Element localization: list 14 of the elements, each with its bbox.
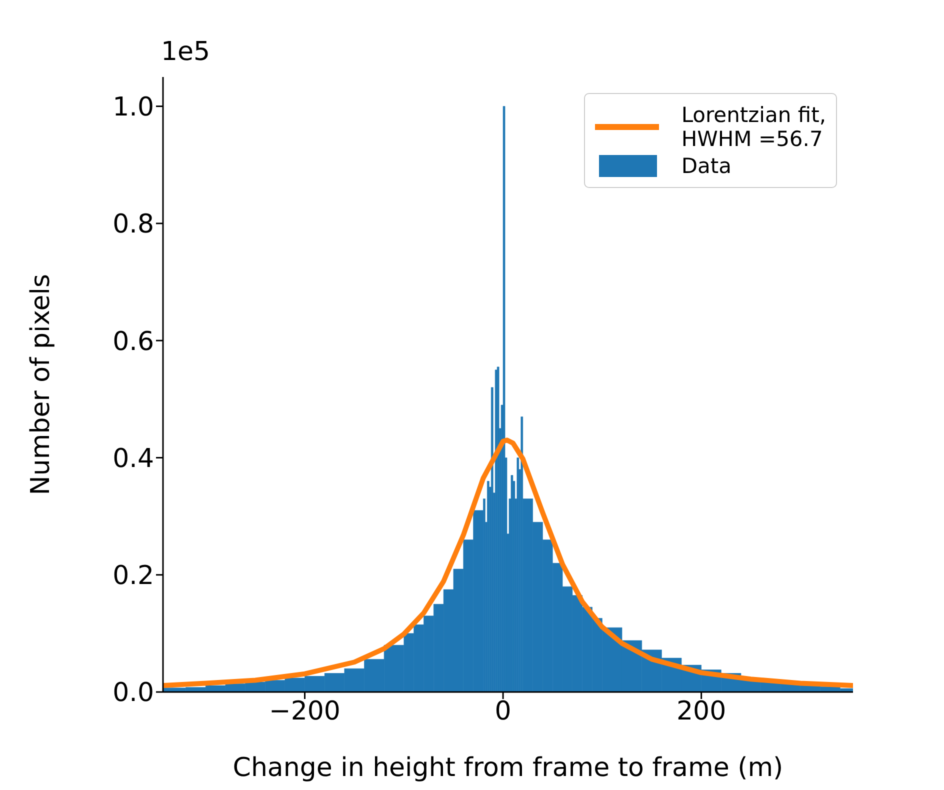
x-tick-label: −200	[269, 696, 340, 726]
x-tick-label: 0	[494, 696, 512, 726]
y-tick-label: 0.8	[112, 210, 154, 240]
legend-label: Lorentzian fit, HWHM =56.7	[681, 103, 826, 152]
legend-label: Data	[681, 154, 732, 178]
y-tick-label: 0.2	[112, 561, 154, 592]
text: 1e5	[161, 37, 210, 67]
y-tick-label: 1.0	[112, 92, 154, 123]
y-axis-title: Number of pixels	[26, 274, 56, 496]
y-tick-label: 0.6	[112, 326, 154, 357]
y-tick-label: 0.0	[112, 678, 154, 708]
x-axis-title: Change in height from frame to frame (m)	[232, 753, 784, 783]
x-tick-label: 200	[676, 696, 726, 726]
y-tick-label: 0.4	[112, 444, 154, 474]
